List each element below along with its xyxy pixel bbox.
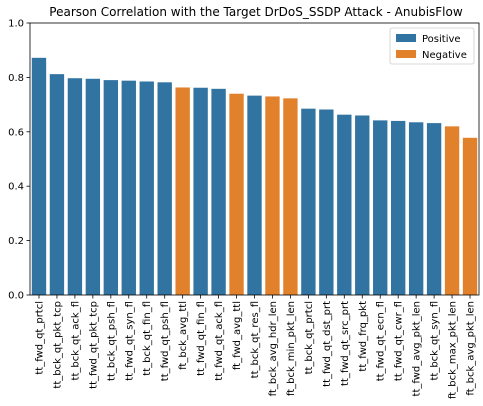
y-tick-label: 0.0 xyxy=(8,291,24,302)
bar-tt_fwd_qt_prtcl xyxy=(31,57,47,295)
x-tick-label: ft_bck_min_pkt_len xyxy=(286,301,297,396)
y-tick-label: 0.8 xyxy=(8,73,24,84)
x-tick-label: ft_bck_avg_pkt_len xyxy=(466,301,477,396)
bar-tt_fwd_qt_cwr_fl xyxy=(390,120,406,295)
legend-swatch-positive xyxy=(396,34,416,42)
y-axis: 0.0 0.2 0.4 0.6 0.8 1.0 xyxy=(8,19,30,302)
x-tick-label: ft_bck_avg_hdr_len xyxy=(268,301,279,396)
x-tick-label: tt_fwd_qt_dst_prt xyxy=(322,301,333,387)
y-tick-label: 1.0 xyxy=(8,19,24,30)
x-tick-label: tt_fwd_avg_pkt_len xyxy=(412,301,423,396)
legend: Positive Negative xyxy=(389,27,475,65)
bar-tt_fwd_avg_pkt_len xyxy=(408,122,424,295)
y-tick-label: 0.4 xyxy=(8,182,24,193)
x-tick-label: tt_bck_qt_fin_fl xyxy=(142,301,153,376)
x-tick-label: ft_bck_avg_ttl xyxy=(178,301,189,370)
x-tick-label: tt_bck_qt_syn_fl xyxy=(430,301,441,381)
y-tick-label: 0.2 xyxy=(8,236,24,247)
x-tick-label: ft_bck_max_pkt_len xyxy=(448,301,459,399)
bar-tt_bck_qt_fin_fl xyxy=(139,81,154,295)
legend-swatch-negative xyxy=(396,50,416,58)
x-tick-label: tt_fwd_qt_prtcl xyxy=(34,301,45,375)
x-tick-label: tt_fwd_qt_src_prt xyxy=(340,301,351,386)
x-tick-label: tt_bck_qt_ack_fl xyxy=(70,301,81,380)
x-tick-label: tt_fwd_qt_ecn_fl xyxy=(376,301,387,381)
x-tick-label: ft_fwd_avg_ttl xyxy=(232,301,243,370)
bar-tt_fwd_qt_psh_fl xyxy=(157,82,172,296)
x-tick-label: tt_fwd_qt_psh_fl xyxy=(160,301,171,381)
legend-label-positive: Positive xyxy=(422,34,461,45)
bar-ft_bck_max_pkt_len xyxy=(444,126,460,295)
plot-frame xyxy=(29,22,480,296)
bars-group xyxy=(31,57,478,296)
x-tick-label: tt_fwd_qt_cwr_fl xyxy=(394,301,405,381)
bar-ft_bck_min_pkt_len xyxy=(283,98,298,296)
x-tick-label: tt_bck_qt_psh_fl xyxy=(106,301,117,381)
x-tick-label: tt_fwd_qt_fin_fl xyxy=(196,301,207,376)
bar-tt_fwd_qt_dst_prt xyxy=(319,109,334,295)
bar-tt_bck_qt_ack_fl xyxy=(67,78,83,295)
bar-tt_bck_qt_psh_fl xyxy=(103,80,119,296)
bar-tt_fwd_qt_pkt_tcp xyxy=(85,78,101,295)
bar-tt_fwd_frq_pkt xyxy=(355,115,370,295)
bar-tt_fwd_qt_src_prt xyxy=(337,114,352,295)
x-tick-label: tt_bck_qt_pkt_tcp xyxy=(52,301,63,389)
bar-tt_fwd_qt_syn_fl xyxy=(121,80,136,295)
bar-tt_fwd_qt_fin_fl xyxy=(193,87,208,296)
bar-ft_bck_avg_pkt_len xyxy=(462,137,478,295)
bar-tt_bck_qt_prtcl xyxy=(301,108,316,296)
x-tick-label: tt_fwd_qt_pkt_tcp xyxy=(88,301,99,389)
bar-tt_bck_qt_pkt_tcp xyxy=(49,74,65,295)
bar-tt_bck_qt_syn_fl xyxy=(426,123,442,295)
chart-title: Pearson Correlation with the Target DrDo… xyxy=(49,5,463,19)
x-tick-label: tt_fwd_qt_syn_fl xyxy=(124,301,135,381)
bar-tt_fwd_qt_ack_fl xyxy=(211,88,226,295)
x-tick-label: tt_bck_qt_res_fl xyxy=(250,301,261,378)
y-tick-label: 0.6 xyxy=(8,127,24,138)
x-tick-label: tt_fwd_qt_ack_fl xyxy=(214,301,225,381)
bar-ft_bck_avg_hdr_len xyxy=(265,96,280,295)
bar-ft_bck_avg_ttl xyxy=(175,87,190,296)
bar-tt_bck_qt_res_fl xyxy=(247,95,262,296)
x-axis: tt_fwd_qt_prtcl tt_bck_qt_pkt_tcp tt_bck_q… xyxy=(34,295,477,399)
x-tick-label: tt_bck_qt_prtcl xyxy=(304,301,315,374)
bar-ft_fwd_avg_ttl xyxy=(229,93,244,295)
bar-tt_fwd_qt_ecn_fl xyxy=(373,120,388,295)
legend-label-negative: Negative xyxy=(422,50,467,61)
x-tick-label: tt_fwd_frq_pkt xyxy=(358,301,369,372)
